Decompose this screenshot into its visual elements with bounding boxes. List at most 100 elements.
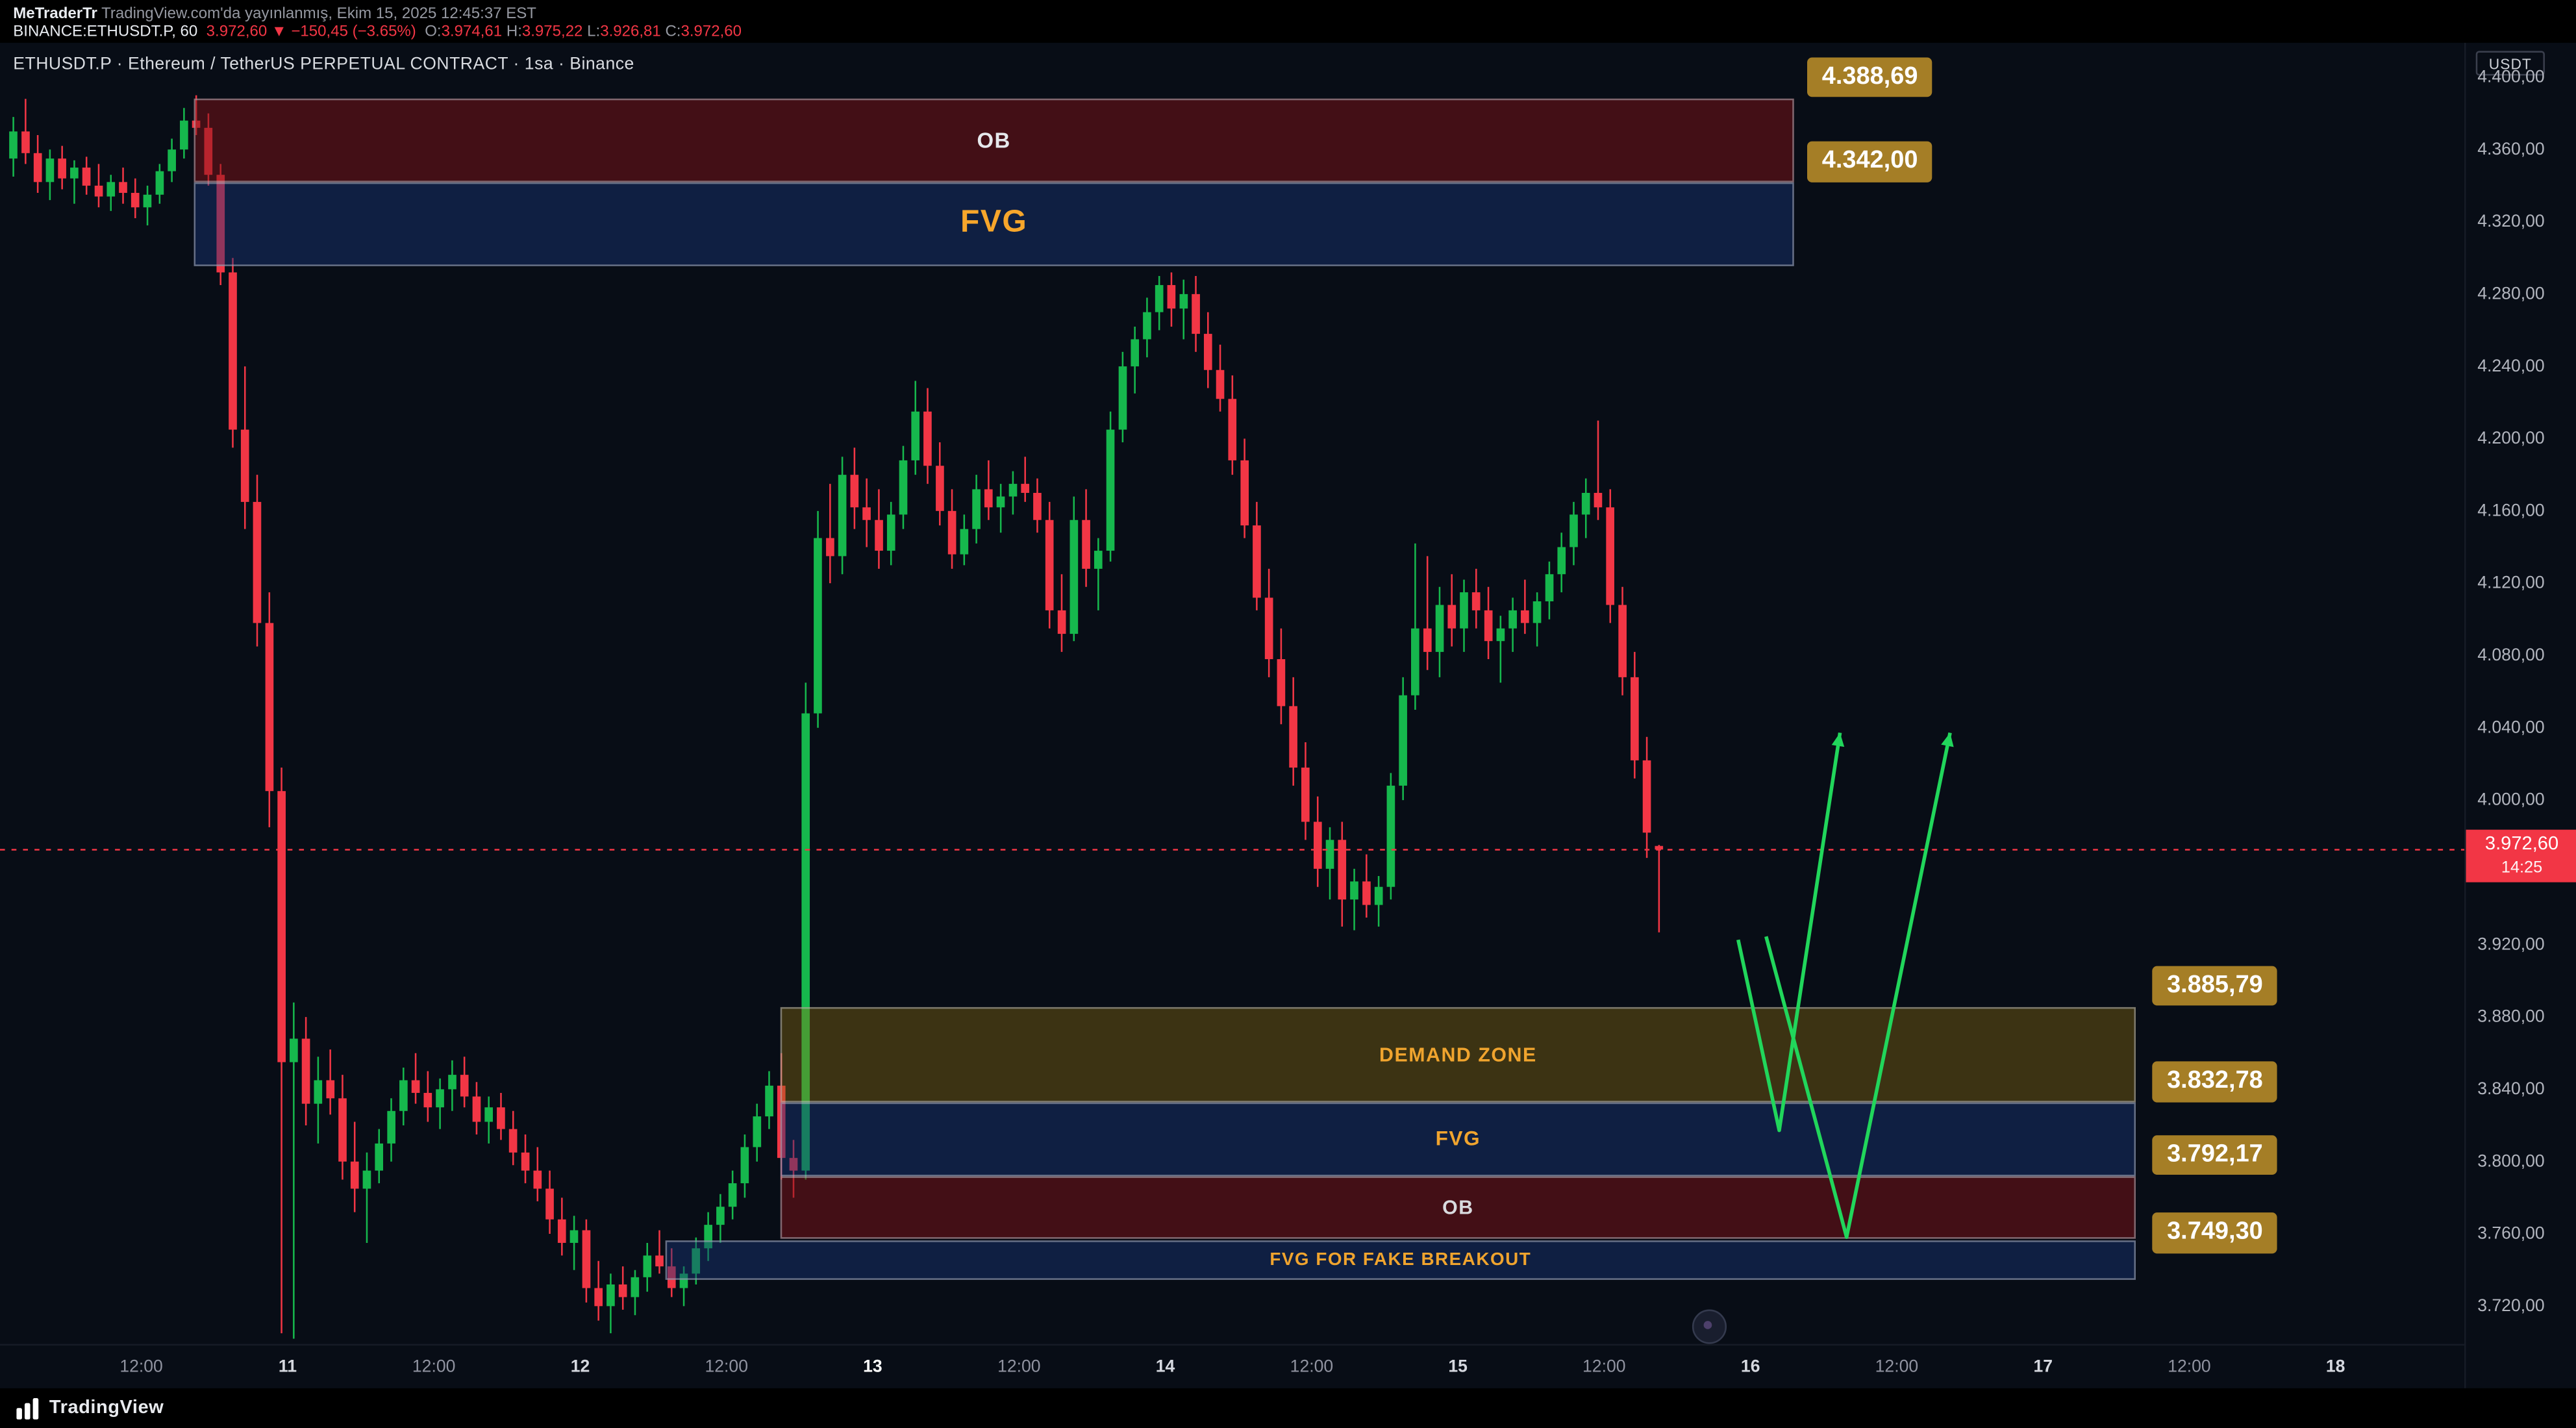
candle xyxy=(1423,556,1432,670)
candle xyxy=(643,1242,652,1292)
candle xyxy=(1471,568,1481,629)
candle-body xyxy=(1045,520,1054,610)
price-tick: 4.320,00 xyxy=(2477,212,2545,232)
zone-demand-zone[interactable]: DEMAND ZONE xyxy=(780,1006,2136,1103)
candle-body xyxy=(1569,514,1578,547)
candle xyxy=(911,381,920,475)
candle-body xyxy=(936,466,944,511)
candle-body xyxy=(789,1158,798,1171)
candle-body xyxy=(216,175,225,273)
price-tick: 3.760,00 xyxy=(2477,1223,2545,1244)
candle xyxy=(655,1230,664,1274)
candle-body xyxy=(1399,695,1407,786)
candle xyxy=(58,145,66,190)
candle xyxy=(423,1071,432,1122)
time-tick-hour: 12:00 xyxy=(412,1357,456,1377)
candle-body xyxy=(557,1219,566,1243)
candle xyxy=(1057,574,1066,652)
zone-fvg-top[interactable]: FVG xyxy=(194,182,1794,266)
candle-body xyxy=(533,1170,542,1189)
candle-body xyxy=(1179,294,1188,309)
candle-body xyxy=(1131,339,1140,367)
candle xyxy=(1581,478,1590,538)
price-label-badge[interactable]: 3.885,79 xyxy=(2152,965,2278,1007)
candle xyxy=(618,1266,627,1310)
publish-header: MeTraderTr TradingView.com'da yayınlanmı… xyxy=(0,0,2576,43)
candle xyxy=(1203,312,1212,388)
candle-body xyxy=(1606,507,1614,605)
price-label-badge[interactable]: 3.792,17 xyxy=(2152,1134,2278,1175)
candle xyxy=(1435,586,1444,677)
candle-body xyxy=(1118,366,1127,430)
candle-body xyxy=(1289,706,1297,768)
candle xyxy=(667,1248,676,1297)
header-text-segment: MeTraderTr xyxy=(13,5,97,23)
header-text-segment: 3.972,60 xyxy=(681,23,742,42)
candle-body xyxy=(1301,768,1310,822)
candle xyxy=(1264,568,1273,677)
time-tick-hour: 12:00 xyxy=(705,1357,748,1377)
candle-body xyxy=(497,1107,505,1129)
trend-arrow[interactable] xyxy=(1736,732,1845,1133)
time-axis[interactable]: 12:00 11 12:00 12 12:00 13 12:00 14 12:00 15 12:00… xyxy=(0,1344,2464,1390)
time-tick-day: 12 xyxy=(570,1357,590,1377)
candle-body xyxy=(1532,601,1542,623)
tradingview-logo-icon[interactable] xyxy=(16,1397,39,1419)
candle-body xyxy=(1435,605,1444,652)
zone-label: FVG xyxy=(960,206,1028,241)
candle xyxy=(1155,276,1164,331)
candle xyxy=(1545,561,1554,620)
candle xyxy=(314,1057,323,1144)
zone-fvg-fake-breakout[interactable]: FVG FOR FAKE BREAKOUT xyxy=(665,1240,2136,1281)
zone-fvg-mid[interactable]: FVG xyxy=(780,1102,2136,1176)
candle-body xyxy=(1594,493,1603,508)
zone-ob-mid[interactable]: OB xyxy=(780,1175,2136,1238)
candle xyxy=(82,157,91,195)
candle xyxy=(229,258,237,448)
candle-body xyxy=(728,1183,737,1207)
candle xyxy=(692,1237,701,1284)
chart-plot-area[interactable] xyxy=(0,42,2464,1344)
candle-body xyxy=(1021,484,1030,493)
candle xyxy=(1253,501,1261,610)
candle xyxy=(826,484,834,584)
candle-body xyxy=(1253,525,1261,598)
price-axis[interactable]: USDT 4.400,00 4.360,00 4.320,00 4.280,00 4.2… xyxy=(2464,42,2576,1388)
zone-ob-top[interactable]: OB xyxy=(194,97,1794,182)
candle xyxy=(1192,276,1200,352)
candle-body xyxy=(1581,493,1590,515)
time-tick-hour: 12:00 xyxy=(997,1357,1041,1377)
candle-body xyxy=(460,1075,469,1097)
candle xyxy=(508,1110,518,1166)
price-label-badge[interactable]: 4.342,00 xyxy=(1807,141,1933,182)
trend-arrow[interactable] xyxy=(1764,732,1954,1239)
candle-body xyxy=(436,1089,444,1108)
chart-legend[interactable]: ETHUSDT.P · Ethereum / TetherUS PERPETUA… xyxy=(13,54,634,74)
candle xyxy=(886,501,895,566)
candle xyxy=(326,1049,335,1115)
price-label-badge[interactable]: 4.388,69 xyxy=(1807,56,1933,97)
time-tick-day: 16 xyxy=(1740,1357,1760,1377)
candle-body xyxy=(679,1273,688,1288)
candle-body xyxy=(692,1248,701,1274)
candle-body xyxy=(996,496,1005,508)
candle xyxy=(947,489,957,569)
candle-body xyxy=(972,489,981,529)
price-tick: 3.800,00 xyxy=(2477,1151,2545,1171)
candle xyxy=(1642,736,1651,858)
candle xyxy=(765,1071,773,1129)
price-tick: 3.880,00 xyxy=(2477,1007,2545,1027)
candle xyxy=(728,1170,737,1220)
candle xyxy=(399,1067,408,1126)
candle-body xyxy=(850,475,859,508)
candle-body xyxy=(582,1230,591,1288)
candle-body xyxy=(33,153,42,182)
candle xyxy=(704,1212,713,1261)
candle-body xyxy=(423,1092,432,1108)
price-label-badge[interactable]: 3.832,78 xyxy=(2152,1061,2278,1102)
price-label-badge[interactable]: 3.749,30 xyxy=(2152,1212,2278,1253)
tradingview-logo-text[interactable]: TradingView xyxy=(49,1398,164,1418)
candle xyxy=(1021,457,1030,502)
time-tick-day: 14 xyxy=(1155,1357,1175,1377)
